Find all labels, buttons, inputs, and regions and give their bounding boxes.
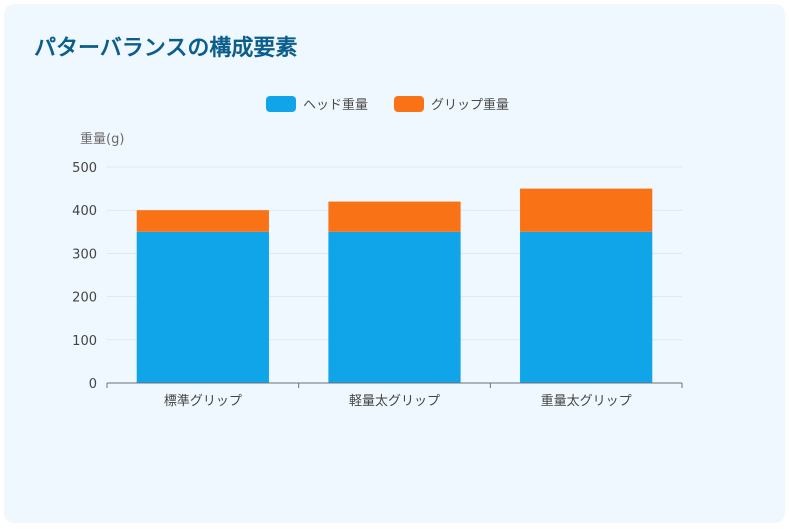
x-tick-label: 標準グリップ — [164, 393, 242, 409]
y-tick-label: 0 — [89, 377, 97, 392]
bar-segment-grip-weight[interactable] — [328, 201, 461, 232]
legend-item[interactable]: グリップ重量 — [394, 96, 509, 113]
legend-label: グリップ重量 — [431, 97, 509, 113]
x-tick-labels: 標準グリップ 軽量太グリップ 重量太グリップ — [164, 393, 632, 409]
bar-segment-grip-weight[interactable] — [136, 210, 269, 232]
x-tick-label: 軽量太グリップ — [349, 394, 440, 409]
legend-label: ヘッド重量 — [303, 97, 368, 113]
y-tick-label: 500 — [72, 161, 97, 176]
y-tick-label: 300 — [72, 247, 97, 262]
axes — [106, 382, 683, 388]
legend-item[interactable]: ヘッド重量 — [266, 96, 368, 113]
y-tick-label: 200 — [72, 291, 97, 306]
y-tick-labels: 0 100 200 300 400 500 — [72, 161, 97, 392]
legend[interactable]: ヘッド重量 グリップ重量 — [266, 96, 509, 113]
bar-segment-grip-weight[interactable] — [520, 188, 653, 232]
chart-title: パターバランスの構成要素 — [34, 36, 298, 61]
y-tick-label: 400 — [72, 204, 97, 219]
y-tick-label: 100 — [72, 334, 97, 349]
legend-swatch — [394, 96, 424, 112]
bar-segment-head-weight[interactable] — [520, 231, 653, 383]
x-tick-label: 重量太グリップ — [541, 393, 632, 409]
legend-swatch — [266, 96, 296, 112]
bars — [136, 188, 653, 383]
bar-segment-head-weight[interactable] — [328, 231, 461, 383]
y-axis-title: 重量(g) — [80, 131, 124, 147]
bar-segment-head-weight[interactable] — [136, 231, 269, 383]
